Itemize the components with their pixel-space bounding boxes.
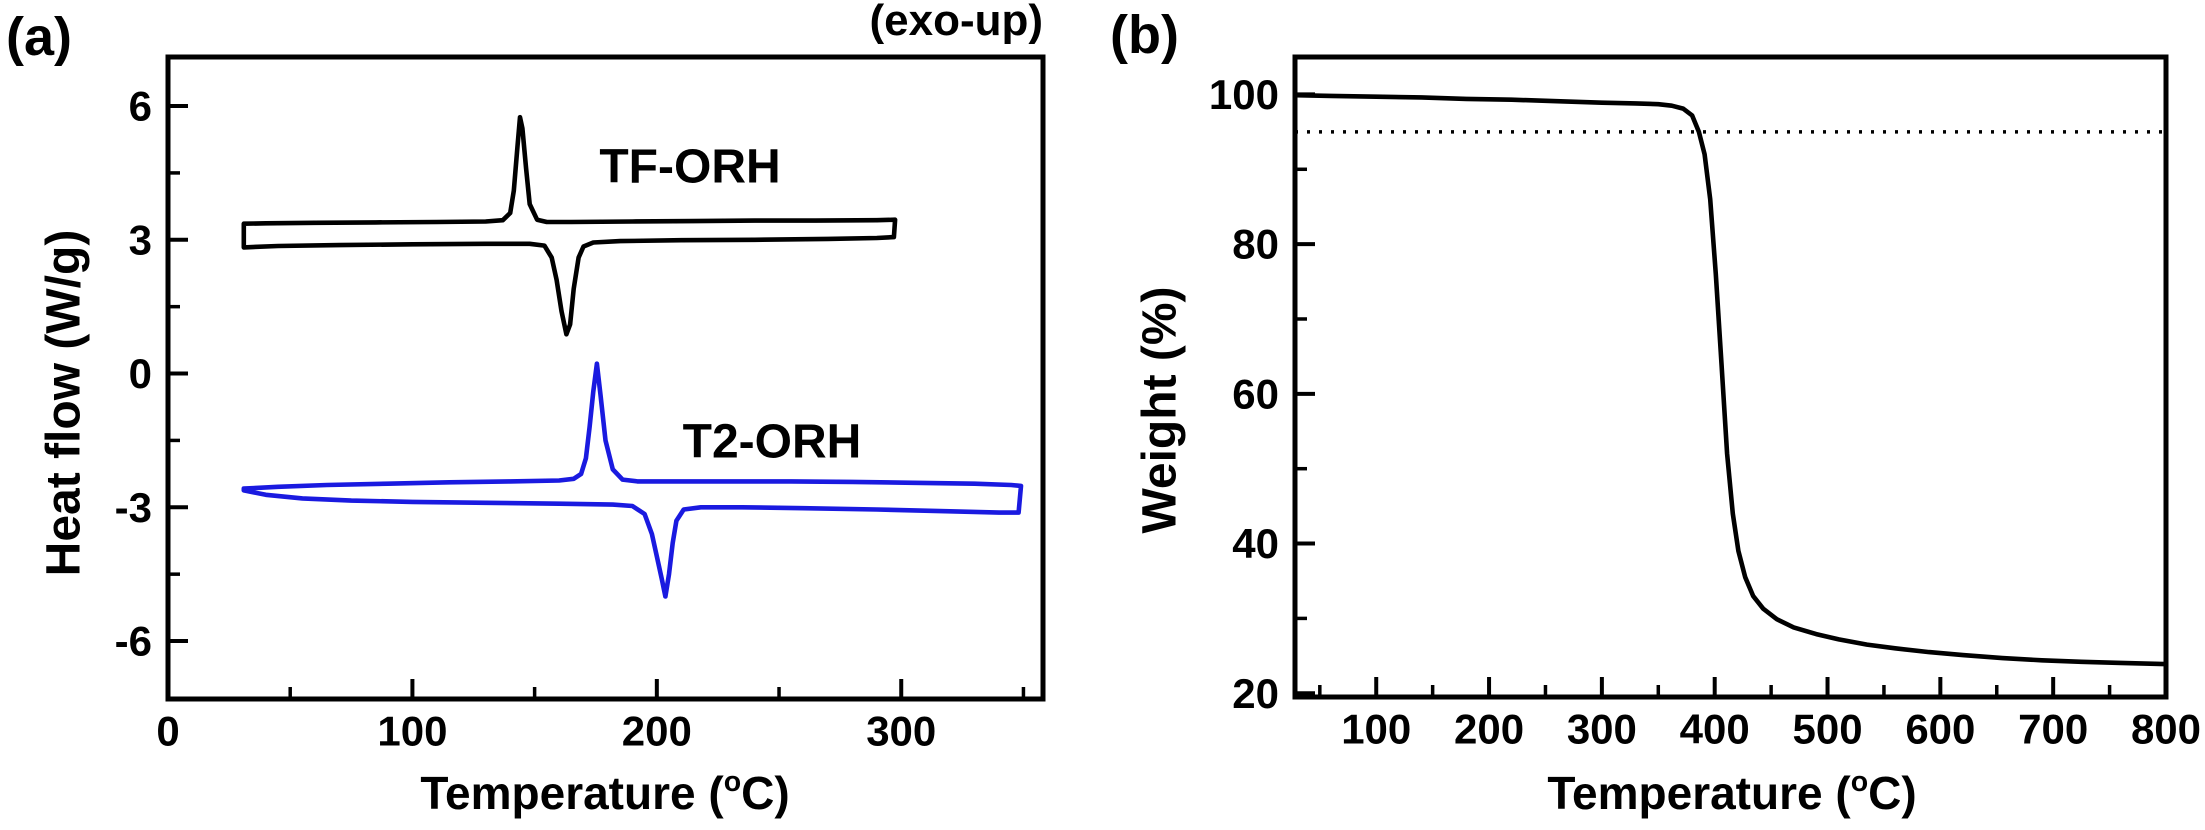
tga-x-axis-title: Temperature (oC) — [1547, 766, 1916, 820]
dsc-x-tick-label: 300 — [866, 707, 936, 754]
dsc-y-tick-label: -3 — [115, 484, 152, 531]
degree-superscript-a: o — [723, 766, 742, 799]
tga-y-tick-label: 20 — [1232, 670, 1279, 717]
dsc-x-tick-label: 100 — [377, 707, 447, 754]
degree-superscript-b: o — [1850, 766, 1869, 799]
panel-dsc: 0 100 200 300 -6 -3 0 3 6 — [115, 54, 1046, 754]
tga-x-tick-label: 200 — [1454, 705, 1524, 752]
tga-curve — [1292, 92, 2169, 667]
dsc-x-axis-title: Temperature (oC) — [420, 766, 789, 820]
panel-a-letter: (a) — [6, 7, 72, 67]
tga-plot-frame — [1292, 54, 2169, 700]
tga-x-tick-label: 600 — [1905, 705, 1975, 752]
exo-up-note: (exo-up) — [869, 0, 1043, 45]
tga-x-title-unit: C) — [1868, 767, 1917, 819]
dsc-x-title-unit: C) — [741, 767, 790, 819]
t2-orh-series-label: T2-ORH — [682, 415, 862, 469]
tga-x-tick-label: 700 — [2018, 705, 2088, 752]
dsc-y-axis-title: Heat flow (W/g) — [37, 229, 91, 577]
dsc-x-tick-label: 0 — [156, 707, 179, 754]
tga-y-tick-label: 80 — [1232, 221, 1279, 268]
tga-x-tick-label: 400 — [1680, 705, 1750, 752]
dsc-y-tick-label: 3 — [129, 216, 152, 263]
tga-x-tick-label: 800 — [2131, 705, 2201, 752]
panel-tga: 100 200 300 400 500 600 700 800 20 40 60 80 100 — [1209, 54, 2201, 752]
tf-orh-series-label: TF-ORH — [599, 140, 781, 194]
tga-y-axis-title: Weight (%) — [1133, 286, 1187, 534]
tga-y-tick-label: 100 — [1209, 71, 1279, 118]
tga-x-tick-label: 500 — [1792, 705, 1862, 752]
dsc-x-title-text: Temperature ( — [420, 767, 724, 819]
tga-x-title-text: Temperature ( — [1547, 767, 1851, 819]
tga-y-tick-label: 40 — [1232, 520, 1279, 567]
dsc-y-tick-label: 6 — [129, 83, 152, 130]
panel-b-letter: (b) — [1110, 5, 1179, 65]
dsc-x-tick-label: 200 — [622, 707, 692, 754]
dsc-y-tick-label: 0 — [129, 350, 152, 397]
tga-x-tick-label: 100 — [1341, 705, 1411, 752]
dsc-plot-frame — [165, 54, 1046, 702]
tga-x-tick-label: 300 — [1567, 705, 1637, 752]
dsc-y-tick-label: -6 — [115, 618, 152, 665]
tf-orh-curve — [241, 114, 898, 337]
tga-y-tick-label: 60 — [1232, 370, 1279, 417]
t2-orh-curve — [241, 361, 1024, 599]
